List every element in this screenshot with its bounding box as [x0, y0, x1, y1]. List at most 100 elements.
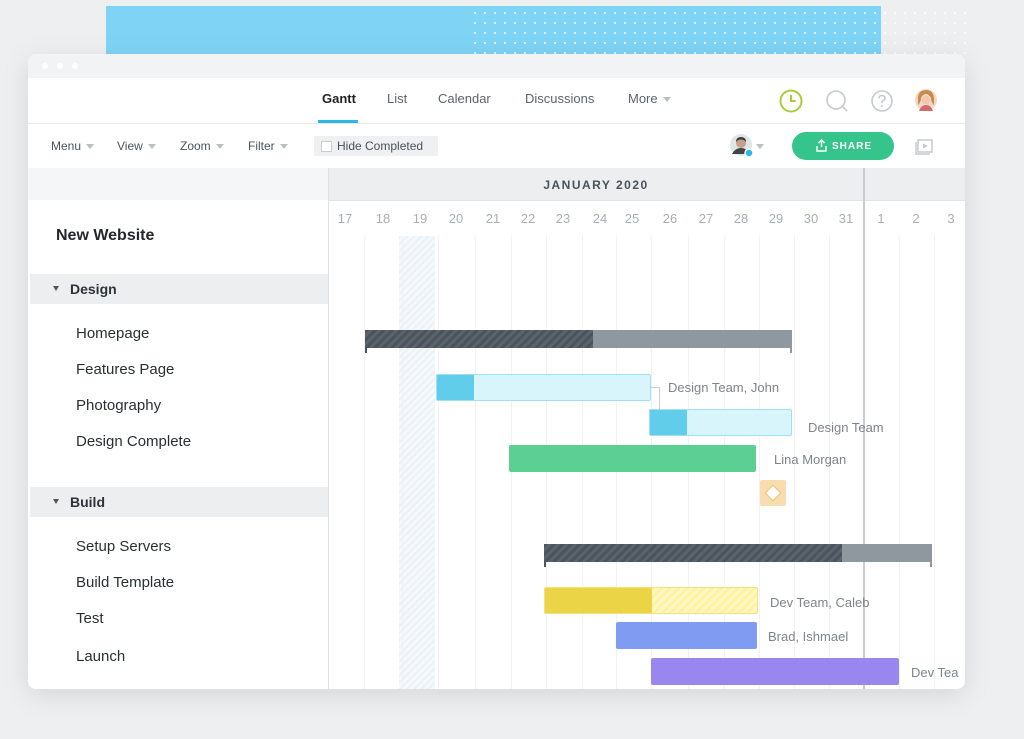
share-button[interactable]: SHARE — [792, 132, 894, 160]
search-icon[interactable] — [825, 89, 848, 112]
summary-progress — [365, 330, 593, 348]
group-label: Design — [70, 281, 117, 297]
day-number: 18 — [375, 211, 391, 226]
today-line — [863, 168, 865, 689]
present-icon[interactable] — [915, 136, 935, 161]
group-label: Build — [70, 494, 105, 510]
app-window: Gantt List Calendar Discussions More Men… — [28, 54, 965, 689]
user-avatar[interactable] — [915, 89, 937, 111]
day-number: 1 — [877, 211, 885, 226]
task-setup-servers[interactable]: Setup Servers — [76, 538, 172, 555]
day-number: 3 — [947, 211, 955, 226]
hide-completed-label: Hide Completed — [337, 139, 424, 153]
project-title[interactable]: New Website — [56, 227, 155, 244]
day-number: 24 — [592, 211, 608, 226]
task-bar-features-page[interactable] — [649, 409, 792, 436]
gantt-toolbar: Menu View Zoom Filter Hide Completed SHA… — [28, 124, 965, 169]
tab-gantt[interactable]: Gantt — [322, 91, 356, 106]
clock-icon[interactable] — [779, 89, 803, 113]
day-gridline — [794, 236, 795, 689]
window-dot — [57, 63, 63, 69]
window-dot — [72, 63, 78, 69]
day-number: 28 — [733, 211, 749, 226]
task-build-template[interactable]: Build Template — [76, 574, 175, 591]
chevron-down-icon — [662, 97, 671, 103]
window-titlebar — [28, 54, 965, 78]
day-number: 30 — [803, 211, 819, 226]
view-dropdown[interactable]: View — [117, 139, 156, 153]
dependency-connector — [651, 387, 660, 410]
summary-remaining — [842, 544, 932, 562]
gantt-chart: JANUARY 2020 17 18 19 20 21 22 23 24 25 26 27 28 29 3… — [329, 168, 965, 689]
day-number: 27 — [698, 211, 714, 226]
summary-remaining — [593, 330, 792, 348]
active-tab-indicator — [318, 120, 358, 123]
tab-discussions[interactable]: Discussions — [525, 91, 595, 106]
share-button-label: SHARE — [832, 141, 873, 152]
day-gridline — [475, 236, 476, 689]
assignee-label: Brad, Ishmael — [768, 629, 849, 644]
hide-completed-toggle[interactable]: Hide Completed — [314, 136, 438, 156]
chevron-down-icon — [86, 144, 95, 150]
task-bar-build-template[interactable] — [616, 622, 757, 649]
day-number: 17 — [337, 211, 353, 226]
summary-bar-build[interactable] — [544, 544, 932, 567]
day-number: 22 — [520, 211, 536, 226]
task-bar-photography[interactable] — [509, 445, 756, 472]
summary-bar-design[interactable] — [365, 330, 792, 353]
filter-dropdown[interactable]: Filter — [248, 139, 288, 153]
task-homepage[interactable]: Homepage — [76, 325, 150, 342]
summary-cap — [930, 562, 932, 567]
collapse-triangle-icon[interactable] — [53, 499, 59, 504]
task-progress — [650, 410, 687, 435]
share-icon — [816, 139, 827, 152]
tab-list[interactable]: List — [387, 91, 408, 106]
backdrop-dots — [470, 8, 970, 56]
menu-dropdown-label: Menu — [51, 139, 82, 153]
summary-cap — [790, 348, 792, 353]
task-photography[interactable]: Photography — [76, 397, 162, 414]
chevron-down-icon — [756, 144, 764, 149]
milestone-design-complete[interactable] — [760, 480, 786, 506]
chevron-down-icon — [279, 144, 288, 150]
assignee-label: Dev Team, Caleb — [770, 595, 870, 610]
summary-cap — [544, 562, 546, 567]
summary-progress — [544, 544, 842, 562]
assignee-label: Lina Morgan — [774, 452, 847, 467]
day-number: 20 — [448, 211, 464, 226]
help-icon[interactable] — [870, 89, 893, 112]
tab-more[interactable]: More — [628, 91, 671, 106]
task-features-page[interactable]: Features Page — [76, 361, 175, 378]
month-label: JANUARY 2020 — [543, 178, 649, 192]
chevron-down-icon — [147, 144, 156, 150]
hide-completed-checkbox[interactable] — [321, 141, 332, 152]
milestone-diamond-icon — [764, 484, 782, 502]
summary-cap — [365, 348, 367, 353]
task-list-panel: New Website Design Homepage Features Pag… — [28, 168, 329, 689]
day-number: 26 — [662, 211, 678, 226]
task-design-complete[interactable]: Design Complete — [76, 433, 192, 450]
assignee-avatar-dropdown[interactable] — [729, 133, 764, 159]
task-bar-test[interactable] — [651, 658, 899, 685]
task-bar-setup-servers[interactable] — [544, 587, 758, 614]
assignee-label: Design Team, John — [668, 380, 780, 395]
assignee-label: Dev Tea — [911, 665, 959, 680]
tab-more-label: More — [628, 91, 658, 106]
zoom-dropdown[interactable]: Zoom — [180, 139, 224, 153]
day-gridline — [934, 236, 935, 689]
view-dropdown-label: View — [117, 139, 143, 153]
task-bar-homepage[interactable] — [436, 374, 651, 401]
group-row-build[interactable]: Build — [30, 487, 328, 517]
tab-calendar[interactable]: Calendar — [438, 91, 491, 106]
day-number: 19 — [412, 211, 428, 226]
day-number: 31 — [838, 211, 854, 226]
task-list-header — [28, 168, 328, 200]
view-navbar: Gantt List Calendar Discussions More — [28, 78, 965, 124]
task-launch[interactable]: Launch — [76, 648, 126, 665]
menu-dropdown[interactable]: Menu — [51, 139, 95, 153]
day-gridline — [899, 236, 900, 689]
collapse-triangle-icon[interactable] — [53, 286, 59, 291]
task-test[interactable]: Test — [76, 610, 104, 627]
day-gridline — [402, 236, 403, 689]
group-row-design[interactable]: Design — [30, 274, 328, 304]
